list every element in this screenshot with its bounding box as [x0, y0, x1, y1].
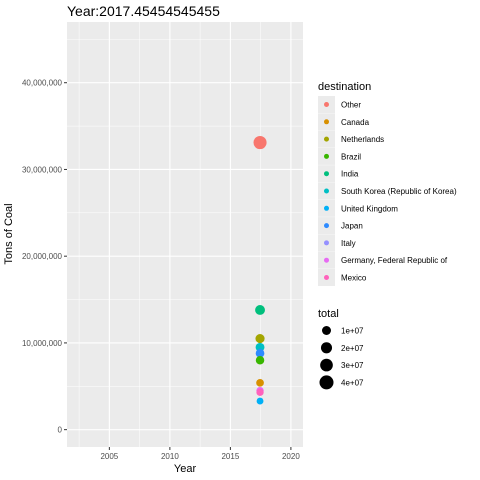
- size-legend-swatch: [319, 375, 334, 390]
- chart-title: Year:2017.45454545455: [67, 3, 220, 19]
- x-tick-label: 2005: [100, 452, 118, 461]
- color-legend-swatch: [324, 223, 329, 229]
- data-points: [253, 136, 267, 405]
- plot-panel: [67, 22, 303, 447]
- data-point: [256, 397, 264, 405]
- x-axis-title: Year: [174, 463, 197, 475]
- y-tick-label: 0: [58, 426, 63, 435]
- color-legend-swatch: [324, 102, 329, 107]
- data-point: [256, 378, 264, 387]
- y-tick-label: 10,000,000: [22, 339, 63, 348]
- color-legend-swatch: [324, 188, 329, 194]
- color-legend-label: South Korea (Republic of Korea): [341, 187, 457, 196]
- color-legend-title: destination: [318, 81, 371, 93]
- color-legend-label: India: [341, 170, 359, 179]
- x-tick-label: 2010: [161, 452, 179, 461]
- color-legend-swatch: [324, 136, 329, 142]
- y-axis-title: Tons of Coal: [3, 203, 15, 264]
- data-point: [255, 356, 265, 365]
- size-legend-label: 3e+07: [341, 361, 364, 370]
- grid: [67, 22, 303, 447]
- color-legend-label: Italy: [341, 239, 356, 248]
- size-legend-label: 4e+07: [341, 378, 364, 387]
- color-legend-swatch: [324, 153, 329, 159]
- y-tick-label: 20,000,000: [22, 252, 63, 261]
- color-legend-swatch: [324, 240, 329, 246]
- color-legend-label: Japan: [341, 222, 363, 231]
- color-legend-swatch: [324, 119, 329, 125]
- color-legend-swatch: [324, 205, 329, 211]
- data-point: [255, 334, 265, 344]
- data-point: [256, 388, 264, 396]
- y-tick-label: 30,000,000: [22, 165, 63, 174]
- color-legend-label: Brazil: [341, 152, 361, 161]
- color-legend-label: Germany, Federal Republic of: [341, 256, 448, 265]
- color-legend-label: Other: [341, 101, 361, 110]
- size-legend-swatch: [322, 326, 331, 335]
- color-legend-label: Netherlands: [341, 135, 384, 144]
- size-legend-swatch: [320, 342, 333, 354]
- size-legend-title: total: [318, 308, 339, 320]
- data-point: [255, 342, 265, 352]
- color-legend-label: Mexico: [341, 274, 367, 283]
- color-legend: destination Other Canada Netherlands Brazil…: [318, 81, 457, 286]
- size-legend-label: 2e+07: [341, 344, 364, 353]
- x-tick-label: 2015: [221, 452, 239, 461]
- axis-ticks: 2005 2010 2015 2020 0 10,000,000 20,000,000 30,…: [22, 79, 300, 461]
- size-legend: total 1e+07 2e+07 3e+07 4e+07: [318, 308, 364, 390]
- x-tick-label: 2020: [282, 452, 300, 461]
- y-tick-label: 40,000,000: [22, 79, 63, 88]
- size-legend-swatch: [320, 358, 333, 372]
- color-legend-swatch: [324, 171, 329, 177]
- color-legend-label: United Kingdom: [341, 204, 398, 213]
- color-legend-swatch: [324, 275, 329, 280]
- color-legend-swatch: [324, 257, 329, 263]
- data-point: [255, 348, 265, 358]
- data-point: [255, 305, 265, 315]
- size-legend-label: 1e+07: [341, 327, 364, 336]
- color-legend-label: Canada: [341, 118, 370, 127]
- data-point: [253, 136, 267, 150]
